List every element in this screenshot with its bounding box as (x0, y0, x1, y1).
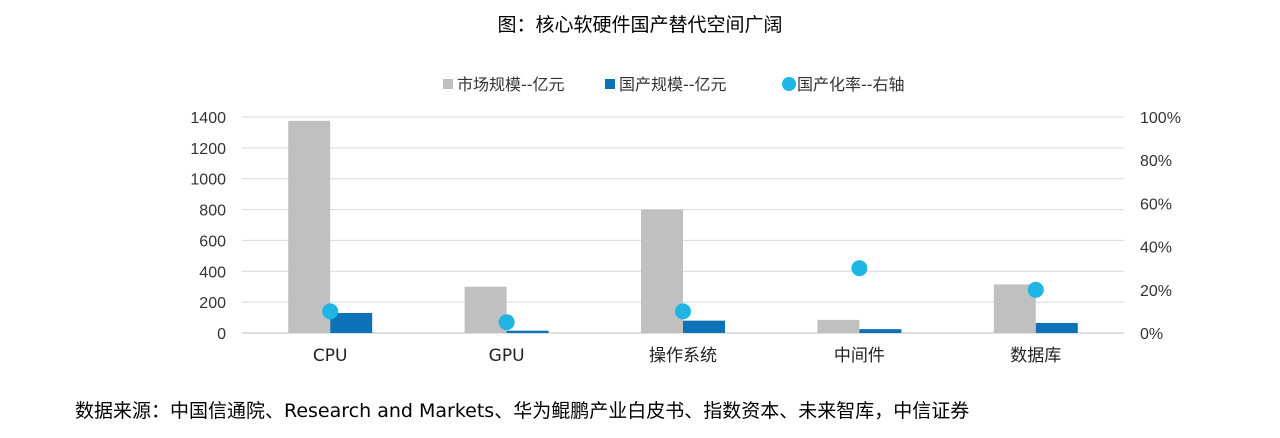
point-localization-rate (322, 303, 339, 320)
legend-label: 国产化率--右轴 (797, 75, 905, 94)
legend-label: 国产规模--亿元 (619, 75, 727, 94)
point-localization-rate (851, 260, 868, 277)
y-left-tick-label: 0 (217, 326, 226, 343)
bar-domestic-size (1035, 322, 1078, 333)
x-category-label: GPU (489, 346, 525, 366)
legend-swatch (605, 79, 615, 89)
point-localization-rate (675, 303, 691, 320)
y-left-tick-label: 400 (199, 264, 226, 281)
point-localization-rate (498, 314, 515, 331)
legend-swatch (782, 77, 796, 91)
y-right-tick-label: 0% (1140, 326, 1163, 343)
x-category-label: 操作系统 (649, 346, 717, 366)
y-left-tick-label: 200 (199, 295, 226, 312)
bar-domestic-size (859, 329, 902, 333)
y-right-tick-label: 40% (1140, 240, 1172, 257)
chart-title: 图：核心软硬件国产替代空间广阔 (497, 14, 783, 36)
bar-domestic-size (506, 330, 549, 333)
chart: 0 200 400 600 800 1000 1200 1400 0% 20% 40% 60% 80% 1… (190, 75, 1181, 366)
y-left-tick-label: 1200 (190, 141, 226, 158)
x-category-label: CPU (313, 346, 348, 366)
y-right-tick-label: 60% (1140, 196, 1172, 213)
bar-market-size (817, 319, 860, 333)
y-left-tick-label: 1000 (190, 172, 226, 189)
y-left-tick-label: 1400 (190, 110, 226, 127)
y-right-tick-label: 100% (1140, 110, 1181, 127)
y-right-tick-label: 80% (1140, 153, 1172, 170)
bar-domestic-size (683, 320, 725, 333)
bar-market-size (288, 120, 331, 333)
y-left-tick-label: 600 (199, 233, 226, 250)
x-category-label: 数据库 (1010, 346, 1061, 366)
bar-domestic-size (330, 312, 373, 333)
y-left-tick-label: 800 (199, 203, 226, 220)
legend-label: 市场规模--亿元 (457, 75, 565, 94)
legend-swatch (443, 79, 453, 89)
source-note: 数据来源：中国信通院、Research and Markets、华为鲲鹏产业白皮… (75, 400, 970, 422)
y-right-tick-label: 20% (1140, 283, 1172, 300)
point-localization-rate (1027, 281, 1044, 298)
x-category-label: 中间件 (834, 346, 885, 366)
